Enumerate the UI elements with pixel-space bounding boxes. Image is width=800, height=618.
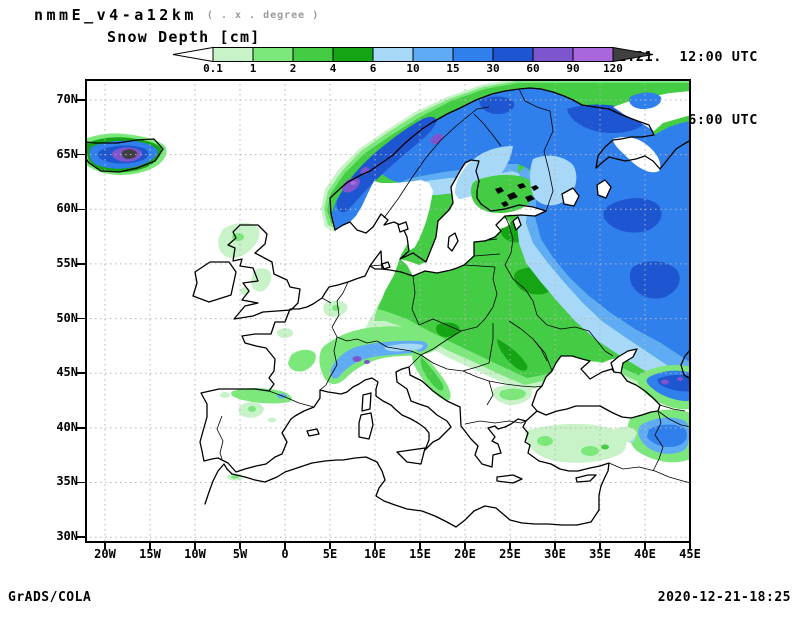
lat-tick-mark: [77, 536, 85, 538]
legend-tick-label: 10: [406, 62, 420, 75]
creation-timestamp: 2020-12-21-18:25: [657, 590, 791, 605]
lat-tick-label: 45N: [56, 365, 78, 380]
coastlines: [85, 87, 691, 528]
lon-tick-label: 10E: [364, 547, 386, 561]
lon-tick-label: 5W: [232, 547, 248, 561]
lat-tick-label: 35N: [56, 474, 78, 489]
map-canvas: [85, 79, 691, 543]
lon-tick-label: 20E: [454, 547, 476, 561]
lon-tick-label: 25E: [499, 547, 521, 561]
lon-tick-mark: [464, 543, 466, 549]
lat-tick-mark: [77, 99, 85, 101]
legend-tick-label: 15: [446, 62, 460, 75]
finnish-lakes: [495, 183, 539, 207]
lat-tick-mark: [77, 263, 85, 265]
legend-tick-label: 60: [526, 62, 540, 75]
lon-tick-label: 35E: [589, 547, 611, 561]
lon-tick-mark: [329, 543, 331, 549]
lat-tick-label: 30N: [56, 529, 78, 544]
model-subtitle: ( . x . degree ): [206, 10, 320, 21]
legend-tick-label: 30: [486, 62, 500, 75]
lon-tick-label: 10W: [184, 547, 206, 561]
lat-tick-label: 50N: [56, 310, 78, 325]
lon-tick-label: 15E: [409, 547, 431, 561]
lon-tick-mark: [509, 543, 511, 549]
lon-tick-label: 0: [281, 547, 289, 561]
map-frame-border: [85, 79, 691, 543]
lon-tick-mark: [284, 543, 286, 549]
lon-tick-mark: [239, 543, 241, 549]
lat-tick-label: 60N: [56, 201, 78, 216]
lat-tick-label: 70N: [56, 92, 78, 106]
field-title: Snow Depth [cm]: [107, 28, 261, 46]
lon-tick-mark: [644, 543, 646, 549]
country-borders: [216, 88, 691, 484]
legend-tick-label: 90: [566, 62, 580, 75]
lon-tick-mark: [104, 543, 106, 549]
lat-tick-label: 55N: [56, 255, 78, 270]
lat-tick-mark: [77, 372, 85, 374]
color-scale-bar: [173, 46, 654, 63]
legend-tick-label: 0.1: [203, 62, 223, 75]
legend-tick-label: 4: [329, 62, 337, 75]
lon-tick-mark: [599, 543, 601, 549]
model-title-text: nmmE_v4-a12km: [34, 6, 197, 24]
lat-tick-mark: [77, 153, 85, 156]
lon-tick-mark: [194, 543, 196, 549]
lon-tick-label: 15W: [139, 547, 161, 561]
page-title: nmmE_v4-a12km ( . x . degree ): [34, 6, 319, 24]
lon-tick-label: 5E: [322, 547, 338, 561]
lon-tick-mark: [149, 543, 151, 549]
lon-tick-label: 30E: [544, 547, 566, 561]
lat-tick-mark: [77, 481, 85, 484]
lon-tick-mark: [689, 543, 691, 549]
lat-tick-label: 40N: [56, 419, 78, 434]
lon-tick-label: 20W: [94, 547, 116, 561]
legend-tick-label: 6: [369, 62, 377, 75]
lon-tick-mark: [419, 543, 421, 549]
legend-tick-label: 2: [289, 62, 297, 75]
legend-tick-label: 120: [603, 62, 623, 75]
lon-tick-mark: [554, 543, 556, 549]
lat-tick-mark: [77, 427, 85, 429]
lat-tick-mark: [77, 317, 85, 320]
lon-tick-label: 45E: [679, 547, 701, 561]
grads-credit: GrADS/COLA: [8, 590, 92, 605]
lon-tick-label: 40E: [634, 547, 656, 561]
lat-tick-label: 65N: [56, 146, 78, 161]
legend-tick-label: 1: [249, 62, 257, 75]
lon-tick-mark: [374, 543, 376, 549]
lat-tick-mark: [77, 208, 85, 211]
snow-shading: [85, 79, 691, 481]
